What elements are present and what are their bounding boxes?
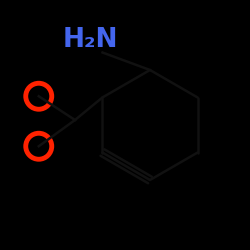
- Text: H₂N: H₂N: [62, 27, 118, 53]
